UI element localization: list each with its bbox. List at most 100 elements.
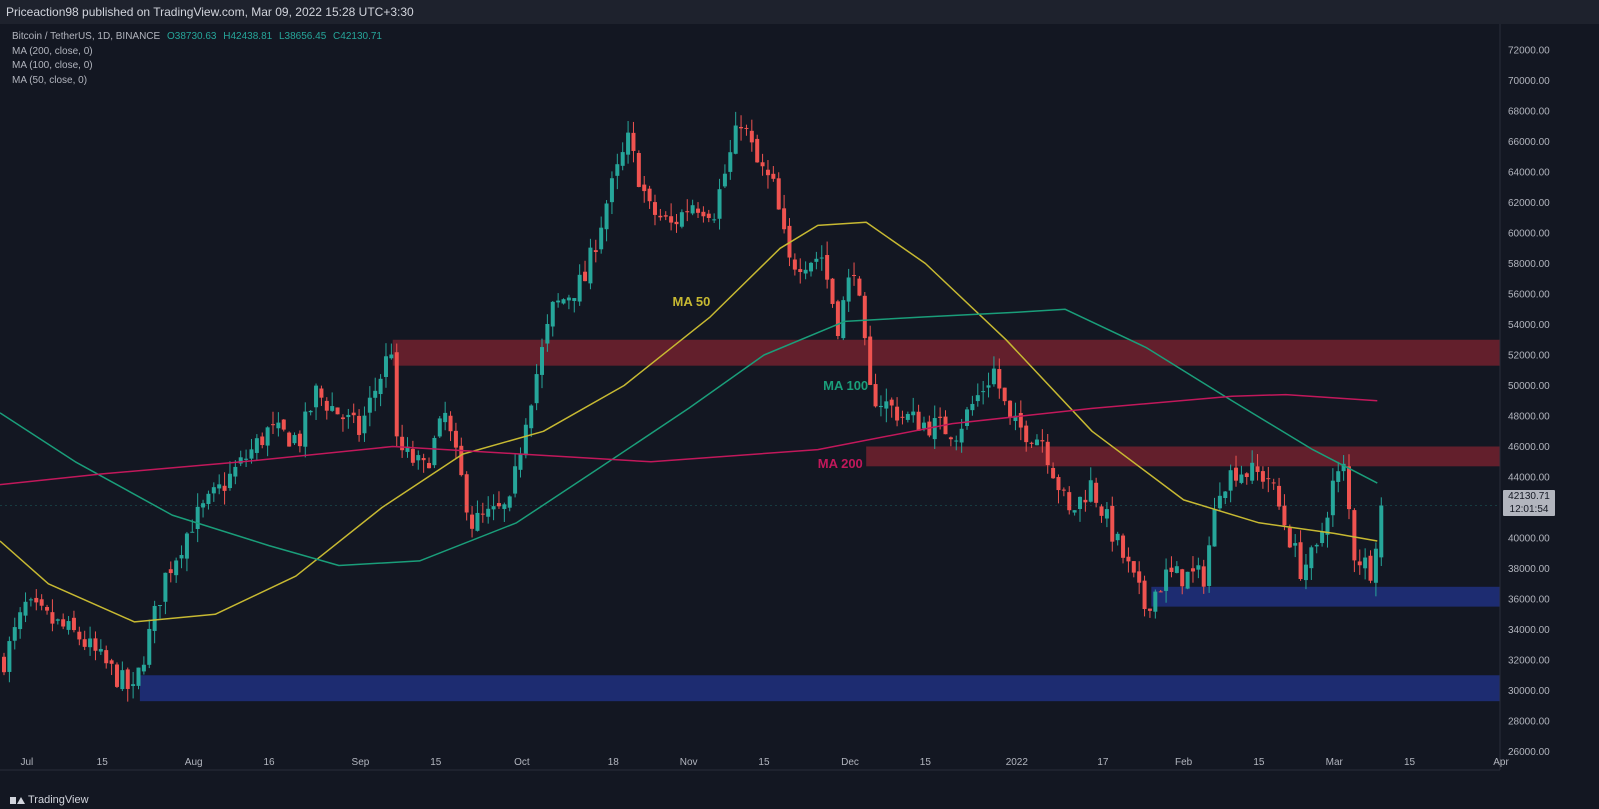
candle-down[interactable] — [938, 416, 943, 418]
candle-up[interactable] — [190, 531, 195, 533]
candle-down[interactable] — [297, 433, 302, 447]
candle-down[interactable] — [77, 631, 82, 640]
candle-down[interactable] — [340, 417, 345, 420]
candle-down[interactable] — [394, 352, 399, 437]
candle-down[interactable] — [1024, 425, 1029, 443]
candle-up[interactable] — [911, 411, 916, 416]
candle-up[interactable] — [486, 508, 491, 517]
candle-up[interactable] — [1336, 471, 1341, 482]
candle-down[interactable] — [357, 415, 362, 435]
candle-down[interactable] — [1255, 466, 1260, 472]
candle-down[interactable] — [642, 184, 647, 192]
candle-up[interactable] — [975, 395, 980, 402]
support-zone[interactable] — [139, 675, 1500, 702]
ma200-legend[interactable]: MA (200, close, 0) — [12, 45, 93, 57]
candle-down[interactable] — [1347, 466, 1351, 510]
candle-down[interactable] — [701, 211, 706, 217]
candle-up[interactable] — [991, 368, 996, 385]
candle-up[interactable] — [1373, 548, 1378, 583]
ma100-line[interactable] — [0, 308, 1378, 567]
candle-up[interactable] — [373, 390, 378, 398]
candle-down[interactable] — [685, 211, 690, 213]
candle-up[interactable] — [954, 440, 959, 442]
candle-up[interactable] — [254, 438, 259, 453]
candle-up[interactable] — [1239, 474, 1244, 483]
candle-up[interactable] — [932, 418, 937, 440]
candle-down[interactable] — [1018, 412, 1023, 428]
candle-up[interactable] — [195, 506, 200, 530]
candle-up[interactable] — [18, 612, 23, 630]
candle-up[interactable] — [566, 297, 571, 301]
candle-up[interactable] — [1320, 531, 1325, 544]
candle-down[interactable] — [1244, 473, 1249, 478]
candle-down[interactable] — [464, 474, 469, 513]
candle-up[interactable] — [809, 262, 813, 272]
candle-up[interactable] — [965, 409, 970, 427]
candle-down[interactable] — [335, 407, 340, 415]
candle-up[interactable] — [131, 684, 136, 686]
candle-down[interactable] — [765, 169, 770, 176]
candle-up[interactable] — [534, 374, 539, 404]
candle-down[interactable] — [1045, 441, 1050, 466]
candle-down[interactable] — [755, 138, 760, 163]
candle-down[interactable] — [1002, 387, 1007, 402]
candle-down[interactable] — [1142, 580, 1147, 610]
candle-up[interactable] — [314, 385, 319, 408]
candle-up[interactable] — [545, 323, 550, 344]
candle-down[interactable] — [287, 432, 292, 447]
candle-up[interactable] — [378, 378, 383, 395]
candle-up[interactable] — [518, 453, 523, 470]
candle-up[interactable] — [1379, 505, 1384, 558]
candle-down[interactable] — [453, 430, 458, 448]
candle-down[interactable] — [1040, 440, 1045, 442]
chart-area[interactable]: MA 50 MA 100 MA 200 26000.00 28000.00 30000.… — [0, 24, 1599, 790]
candle-up[interactable] — [23, 601, 28, 616]
candle-up[interactable] — [184, 533, 189, 559]
candle-up[interactable] — [383, 356, 388, 377]
candle-up[interactable] — [1330, 480, 1335, 516]
candle-down[interactable] — [825, 255, 830, 280]
candle-down[interactable] — [776, 178, 781, 210]
candle-up[interactable] — [604, 203, 609, 230]
candle-up[interactable] — [303, 411, 308, 447]
candle-up[interactable] — [28, 599, 33, 601]
candle-down[interactable] — [798, 269, 803, 273]
candle-down[interactable] — [324, 400, 329, 411]
candle-up[interactable] — [152, 605, 157, 631]
candle-down[interactable] — [1099, 506, 1104, 516]
candle-up[interactable] — [244, 458, 249, 460]
candle-down[interactable] — [835, 301, 840, 337]
candle-up[interactable] — [416, 455, 421, 461]
candle-down[interactable] — [1271, 482, 1276, 484]
candle-down[interactable] — [1190, 568, 1195, 572]
candle-up[interactable] — [626, 132, 631, 155]
candle-up[interactable] — [158, 605, 163, 607]
candle-down[interactable] — [421, 457, 426, 461]
candle-down[interactable] — [868, 336, 873, 385]
candle-up[interactable] — [265, 427, 270, 446]
candle-up[interactable] — [819, 257, 824, 259]
candle-down[interactable] — [1131, 561, 1136, 573]
candle-up[interactable] — [1153, 591, 1158, 612]
candle-down[interactable] — [1180, 569, 1185, 587]
candle-down[interactable] — [593, 250, 598, 253]
candle-down[interactable] — [351, 412, 356, 416]
candle-up[interactable] — [523, 424, 528, 456]
candle-up[interactable] — [733, 125, 738, 154]
candle-up[interactable] — [1013, 415, 1018, 422]
ma100-legend[interactable]: MA (100, close, 0) — [12, 60, 93, 71]
candle-up[interactable] — [443, 412, 448, 423]
candle-up[interactable] — [346, 414, 351, 418]
candle-up[interactable] — [550, 301, 555, 327]
candle-down[interactable] — [39, 599, 44, 606]
candle-up[interactable] — [1212, 509, 1217, 547]
candle-up[interactable] — [1115, 533, 1120, 541]
ma50-line[interactable] — [0, 221, 1378, 623]
candle-down[interactable] — [782, 208, 787, 230]
candle-down[interactable] — [706, 213, 711, 218]
candle-down[interactable] — [997, 369, 1002, 389]
candle-up[interactable] — [841, 300, 846, 339]
candle-up[interactable] — [405, 446, 410, 452]
candle-down[interactable] — [749, 130, 754, 143]
candle-up[interactable] — [1223, 491, 1228, 498]
